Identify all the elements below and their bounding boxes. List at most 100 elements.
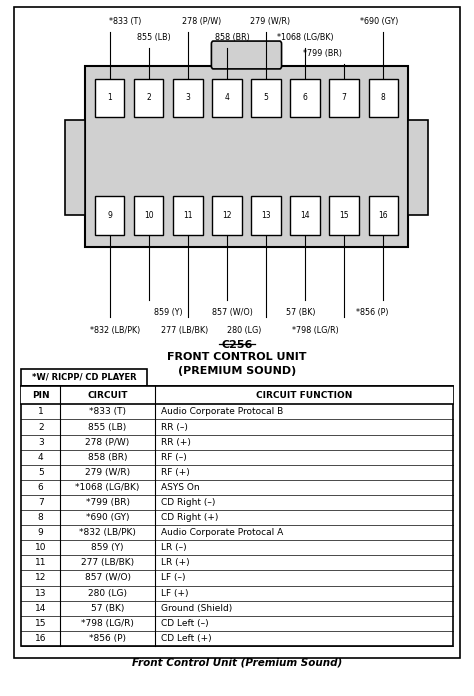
Bar: [173, 79, 202, 117]
Text: LF (–): LF (–): [161, 574, 185, 583]
Bar: [291, 79, 320, 117]
Bar: [95, 79, 124, 117]
Text: CD Right (–): CD Right (–): [161, 498, 215, 507]
Bar: [85, 66, 408, 247]
Text: *833 (T): *833 (T): [109, 17, 142, 26]
Text: 10: 10: [144, 211, 154, 220]
Text: ASYS On: ASYS On: [161, 483, 200, 492]
Text: LR (–): LR (–): [161, 544, 186, 552]
Text: 857 (W/O): 857 (W/O): [84, 574, 131, 583]
Text: *856 (P): *856 (P): [356, 308, 388, 317]
Text: FRONT CONTROL UNIT: FRONT CONTROL UNIT: [167, 352, 307, 362]
Text: 277 (LB/BK): 277 (LB/BK): [161, 326, 209, 335]
Text: 277 (LB/BK): 277 (LB/BK): [81, 558, 134, 567]
Bar: [408, 120, 428, 214]
Text: CD Left (+): CD Left (+): [161, 634, 211, 643]
Text: 8: 8: [38, 513, 44, 522]
Text: 13: 13: [261, 211, 271, 220]
Bar: [134, 79, 164, 117]
Bar: [21, 386, 453, 404]
Text: 2: 2: [146, 93, 151, 102]
Text: 859 (Y): 859 (Y): [91, 544, 124, 552]
Text: 280 (LG): 280 (LG): [88, 589, 127, 598]
Text: 16: 16: [378, 211, 388, 220]
Text: 10: 10: [35, 544, 46, 552]
Text: 855 (LB): 855 (LB): [89, 422, 127, 432]
Text: *798 (LG/R): *798 (LG/R): [292, 326, 338, 335]
Bar: [21, 386, 453, 646]
Bar: [21, 369, 147, 386]
Text: 858 (BR): 858 (BR): [88, 452, 128, 461]
Text: *W/ RICPP/ CD PLAYER: *W/ RICPP/ CD PLAYER: [32, 373, 137, 381]
Text: 11: 11: [183, 211, 192, 220]
Bar: [369, 79, 398, 117]
Text: 9: 9: [38, 528, 44, 537]
Text: *690 (GY): *690 (GY): [86, 513, 129, 522]
Text: PIN: PIN: [32, 391, 50, 400]
Text: 279 (W/R): 279 (W/R): [250, 17, 290, 26]
Text: 8: 8: [381, 93, 386, 102]
Text: 4: 4: [225, 93, 229, 102]
Text: 7: 7: [38, 498, 44, 507]
Bar: [251, 196, 281, 235]
Text: *799 (BR): *799 (BR): [86, 498, 129, 507]
Text: 12: 12: [222, 211, 232, 220]
Text: *1068 (LG/BK): *1068 (LG/BK): [277, 33, 334, 42]
Bar: [173, 196, 202, 235]
Text: 278 (P/W): 278 (P/W): [182, 17, 221, 26]
Text: *690 (GY): *690 (GY): [360, 17, 398, 26]
Text: 859 (Y): 859 (Y): [154, 308, 182, 317]
Text: 278 (P/W): 278 (P/W): [85, 438, 130, 447]
Text: CD Left (–): CD Left (–): [161, 619, 209, 628]
Text: RF (+): RF (+): [161, 468, 190, 477]
Text: (PREMIUM SOUND): (PREMIUM SOUND): [178, 366, 296, 376]
Bar: [134, 196, 164, 235]
Bar: [291, 196, 320, 235]
Text: 14: 14: [35, 603, 46, 612]
Text: C256: C256: [221, 340, 253, 349]
Text: 13: 13: [35, 589, 46, 598]
Text: CD Right (+): CD Right (+): [161, 513, 218, 522]
Text: 14: 14: [301, 211, 310, 220]
Text: RF (–): RF (–): [161, 452, 186, 461]
Bar: [369, 196, 398, 235]
Bar: [329, 79, 359, 117]
Text: 858 (BR): 858 (BR): [215, 33, 250, 42]
FancyBboxPatch shape: [211, 41, 282, 69]
Text: Audio Corporate Protocal A: Audio Corporate Protocal A: [161, 528, 283, 537]
Text: 2: 2: [38, 422, 44, 432]
Text: LF (+): LF (+): [161, 589, 188, 598]
Text: *832 (LB/PK): *832 (LB/PK): [79, 528, 136, 537]
Text: *798 (LG/R): *798 (LG/R): [81, 619, 134, 628]
Text: Front Control Unit (Premium Sound): Front Control Unit (Premium Sound): [132, 657, 342, 667]
Bar: [212, 79, 242, 117]
Text: 1: 1: [107, 93, 112, 102]
Text: 57 (BK): 57 (BK): [91, 603, 124, 612]
Text: 11: 11: [35, 558, 46, 567]
Text: 1: 1: [38, 407, 44, 416]
Text: 6: 6: [303, 93, 308, 102]
Text: LR (+): LR (+): [161, 558, 189, 567]
Text: 5: 5: [264, 93, 268, 102]
Text: 6: 6: [38, 483, 44, 492]
Text: CIRCUIT: CIRCUIT: [87, 391, 128, 400]
Text: 15: 15: [339, 211, 349, 220]
Text: 855 (LB): 855 (LB): [137, 33, 171, 42]
Text: 3: 3: [38, 438, 44, 447]
Bar: [329, 196, 359, 235]
Text: RR (–): RR (–): [161, 422, 188, 432]
Text: Audio Corporate Protocal B: Audio Corporate Protocal B: [161, 407, 283, 416]
Text: 3: 3: [185, 93, 190, 102]
Text: 280 (LG): 280 (LG): [227, 326, 261, 335]
Text: Ground (Shield): Ground (Shield): [161, 603, 232, 612]
Bar: [212, 196, 242, 235]
Text: *856 (P): *856 (P): [89, 634, 126, 643]
Bar: [65, 120, 85, 214]
Bar: [95, 196, 124, 235]
Text: 12: 12: [35, 574, 46, 583]
Text: 857 (W/O): 857 (W/O): [212, 308, 253, 317]
Text: *1068 (LG/BK): *1068 (LG/BK): [75, 483, 140, 492]
Text: 279 (W/R): 279 (W/R): [85, 468, 130, 477]
Text: RR (+): RR (+): [161, 438, 191, 447]
Text: 57 (BK): 57 (BK): [286, 308, 316, 317]
